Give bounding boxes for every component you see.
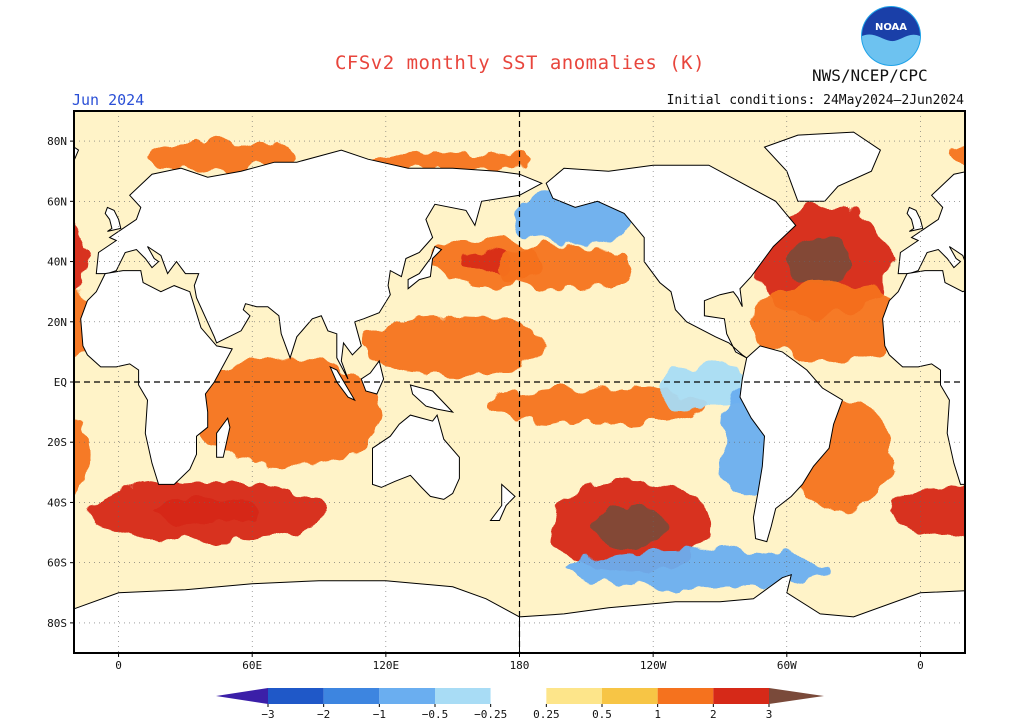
lon-tick-label: 60E <box>242 659 262 672</box>
colorbar-label: 0.5 <box>592 708 612 720</box>
lat-tick-label: 80S <box>47 617 67 630</box>
colorbar: −3 −2 −1 −0.5 −0.25 0.25 0.5 1 2 3 <box>216 688 824 720</box>
colorbar-bin <box>713 688 769 704</box>
anomaly-region-indian-ocean <box>190 357 381 468</box>
map-title: CFSv2 monthly SST anomalies (K) <box>334 52 706 74</box>
land-north-america <box>545 164 797 359</box>
colorbar-bin <box>379 688 435 704</box>
organization-label: NWS/NCEP/CPC <box>812 66 928 85</box>
anomaly-region-subtropical-north-atlantic <box>751 281 912 362</box>
lat-tick-label: 60S <box>47 557 67 570</box>
land-greenland <box>763 131 882 202</box>
anomaly-region-central-pacific-band <box>487 388 708 425</box>
land-africa <box>882 270 965 485</box>
land-borneo <box>360 359 385 395</box>
anomaly-region-wrap <box>0 551 26 587</box>
anomaly-region-wrap <box>993 357 1024 467</box>
anomaly-region-southern-ocean <box>567 550 828 587</box>
colorbar-label: −0.25 <box>474 708 507 720</box>
land-eurasia <box>897 171 965 275</box>
lon-tick-label: 180 <box>510 659 530 672</box>
anomaly-region-wrap <box>889 483 965 540</box>
land-masses <box>0 131 1024 653</box>
land-antarctica <box>74 580 520 653</box>
colorbar-bin <box>323 688 380 704</box>
land-south-america <box>0 346 41 542</box>
axis-ticks: 80N 60N 40N 20N EQ 20S 40S 60S 80S 0 60E 120E 180 120… <box>47 135 924 672</box>
lat-tick-label: 20S <box>47 436 67 449</box>
colorbar-label: −3 <box>261 708 274 720</box>
land-africa <box>80 270 233 485</box>
anomaly-region-wrap <box>74 228 89 295</box>
colorbar-bin <box>268 688 324 704</box>
land-madagascar <box>216 416 231 458</box>
land-new-guinea <box>409 384 455 413</box>
land-antarctica <box>519 573 965 653</box>
colorbar-bin <box>602 688 658 704</box>
anomaly-region-arctic-coast <box>372 152 533 173</box>
colorbar-below-min-arrow <box>216 688 268 704</box>
lat-tick-label: 60N <box>47 195 67 208</box>
lon-tick-label: 60W <box>777 659 797 672</box>
lon-tick-label: 120W <box>640 659 667 672</box>
lat-tick-label: 40N <box>47 256 67 269</box>
colorbar-label: 3 <box>766 708 773 720</box>
colorbar-label: −1 <box>373 708 386 720</box>
lat-tick-label: 80N <box>47 135 67 148</box>
lon-tick-label: 0 <box>917 659 924 672</box>
land-greenland <box>74 146 80 162</box>
anomaly-core <box>788 236 852 287</box>
colorbar-label: 1 <box>654 708 661 720</box>
anomaly-region-barents-sea <box>143 141 294 172</box>
anomaly-core <box>153 497 262 525</box>
land-japan <box>407 245 443 290</box>
colorbar-label: 0.25 <box>533 708 560 720</box>
colorbar-label: 2 <box>710 708 717 720</box>
lat-tick-label: 20N <box>47 316 67 329</box>
colorbar-label: −0.5 <box>422 708 449 720</box>
lat-tick-label: EQ <box>54 376 67 389</box>
land-uk <box>906 206 924 232</box>
lon-tick-label: 120E <box>373 659 400 672</box>
lon-tick-label: 0 <box>115 659 122 672</box>
land-australia <box>372 413 460 500</box>
anomaly-region-wrap <box>945 146 965 167</box>
land-uk <box>104 206 122 232</box>
land-sumatra <box>329 365 356 402</box>
colorbar-above-max-arrow <box>769 688 824 704</box>
colorbar-bin <box>435 688 491 704</box>
forecast-month: Jun 2024 <box>72 91 145 109</box>
colorbar-bin <box>657 688 714 704</box>
land-madagascar <box>1019 418 1024 457</box>
initial-conditions: Initial conditions: 24May2024–2Jun2024 <box>666 93 964 108</box>
anomaly-core <box>594 506 667 547</box>
graticule <box>74 111 965 653</box>
noaa-logo: NOAA <box>861 6 921 66</box>
anomaly-region-central-north-pacific <box>494 245 635 290</box>
colorbar-bin <box>490 688 547 704</box>
anomaly-region-western-pacific-warm-pool <box>362 315 543 376</box>
land-eurasia <box>95 149 543 380</box>
anomaly-region-wrap <box>74 416 91 499</box>
noaa-logo-text: NOAA <box>875 22 907 33</box>
land-new-zealand <box>489 483 516 521</box>
colorbar-bin <box>546 688 602 704</box>
colorbar-label: −2 <box>317 708 330 720</box>
lat-tick-label: 40S <box>47 496 67 509</box>
